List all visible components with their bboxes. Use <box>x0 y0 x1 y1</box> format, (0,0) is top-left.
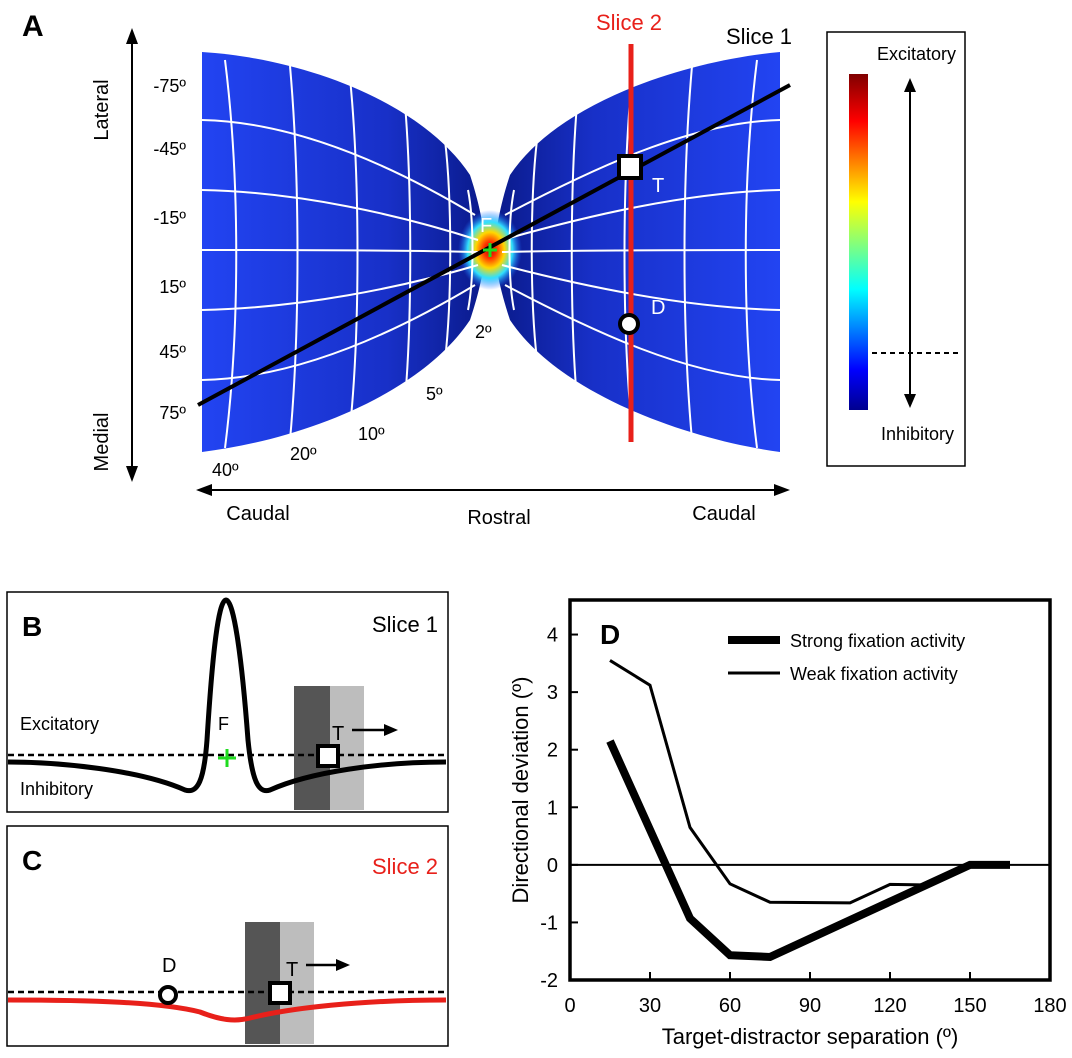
colorbar-legend: Excitatory Inhibitory <box>826 31 966 467</box>
panel-b-label: B <box>22 611 42 642</box>
axis-ticks: -2 -1 0 1 2 3 4 0 30 60 90 120 150 180 <box>540 625 1066 1017</box>
eccentricity-label: 40º <box>212 460 239 480</box>
direction-label: 15º <box>159 277 186 297</box>
y-tick-label: 2 <box>547 740 558 762</box>
rostral-label: Rostral <box>467 507 530 529</box>
target-square-icon <box>268 981 292 1005</box>
eccentricity-label: 10º <box>358 424 385 444</box>
y-tick-label: -2 <box>540 970 558 992</box>
colorbar-excitatory-label: Excitatory <box>877 44 956 64</box>
slice-1-activity-curve <box>7 597 447 794</box>
direction-label: -15º <box>153 208 186 228</box>
panel-c: D T C Slice 2 <box>6 825 449 1047</box>
slice-2-activity-curve <box>7 997 447 1023</box>
direction-labels: -75º -45º -15º 15º 45º 75º <box>153 76 186 423</box>
caudal-right-label: Caudal <box>692 503 755 525</box>
panel-d-chart: D -2 -1 0 1 2 3 4 0 30 60 90 120 150 180 Strong fixat… <box>508 598 1067 1049</box>
medial-label: Medial <box>91 413 113 472</box>
panel-a-label: A <box>22 10 44 43</box>
slice-2-title: Slice 2 <box>596 10 662 35</box>
x-tick-label: 30 <box>639 995 661 1017</box>
eccentricity-label: 5º <box>426 384 443 404</box>
y-tick-label: 1 <box>547 797 558 819</box>
panel-c-label: C <box>22 845 42 876</box>
direction-label: -75º <box>153 76 186 96</box>
colorbar-gradient <box>849 74 868 410</box>
panel-d-label: D <box>600 619 620 650</box>
rostral-caudal-axis: Caudal Rostral Caudal <box>196 484 790 529</box>
fixation-cross-icon <box>218 749 236 767</box>
slice-1-line <box>197 83 791 407</box>
x-axis-label: Target-distractor separation (º) <box>662 1024 959 1049</box>
distractor-circle-icon <box>158 985 178 1005</box>
series-lines <box>606 659 1010 962</box>
panel-c-title: Slice 2 <box>372 854 438 879</box>
eccentricity-label: 20º <box>290 444 317 464</box>
direction-label: -45º <box>153 139 186 159</box>
target-square-icon <box>617 154 643 180</box>
x-tick-label: 60 <box>719 995 741 1017</box>
x-tick-label: 120 <box>873 995 906 1017</box>
collicular-map-right-lobe <box>494 52 780 452</box>
strong-fixation-line <box>606 739 1010 962</box>
eccentricity-labels: 40º 20º 10º 5º 2º <box>212 322 492 480</box>
inhibitory-label: Inhibitory <box>20 779 93 799</box>
weak-fixation-line <box>609 659 931 905</box>
legend-label: Strong fixation activity <box>790 631 965 651</box>
excitatory-label: Excitatory <box>20 714 99 734</box>
marker-t-label: T <box>332 723 344 745</box>
legend-label: Weak fixation activity <box>790 664 958 684</box>
panel-c-frame <box>6 825 449 1047</box>
plot-frame <box>568 598 1052 982</box>
collicular-map-left-lobe <box>202 52 486 452</box>
map-grid-left <box>201 59 479 449</box>
lateral-medial-axis: Lateral Medial <box>91 28 138 482</box>
slice-1-title: Slice 1 <box>726 24 792 49</box>
panel-b: F T B Slice 1 Excitatory Inhibitory <box>6 591 449 813</box>
marker-t-label: T <box>652 175 664 197</box>
direction-label: 75º <box>159 403 186 423</box>
distractor-circle-icon <box>618 313 640 335</box>
x-tick-label: 150 <box>953 995 986 1017</box>
legend: Strong fixation activity Weak fixation ac… <box>728 631 965 684</box>
eccentricity-label: 2º <box>475 322 492 342</box>
x-tick-label: 180 <box>1033 995 1066 1017</box>
x-tick-label: 0 <box>564 995 575 1017</box>
panel-a: A <box>22 10 966 529</box>
y-tick-label: 3 <box>547 682 558 704</box>
y-tick-label: -1 <box>540 912 558 934</box>
y-tick-label: 0 <box>547 855 558 877</box>
panel-b-title: Slice 1 <box>372 612 438 637</box>
colorbar-inhibitory-label: Inhibitory <box>881 424 954 444</box>
marker-t-label: T <box>286 959 298 981</box>
marker-f-label: F <box>218 714 229 734</box>
x-tick-label: 90 <box>799 995 821 1017</box>
colorbar-box <box>826 31 966 467</box>
panel-b-frame <box>6 591 449 813</box>
y-tick-label: 4 <box>547 625 558 647</box>
caudal-left-label: Caudal <box>226 503 289 525</box>
y-axis-label: Directional deviation (º) <box>508 677 533 904</box>
fixation-cross-icon <box>483 243 497 257</box>
direction-label: 45º <box>159 342 186 362</box>
marker-d-label: D <box>162 955 176 977</box>
marker-f-label: F <box>480 215 492 237</box>
target-square-icon <box>316 744 340 768</box>
lateral-label: Lateral <box>91 79 113 140</box>
marker-d-label: D <box>651 297 665 319</box>
